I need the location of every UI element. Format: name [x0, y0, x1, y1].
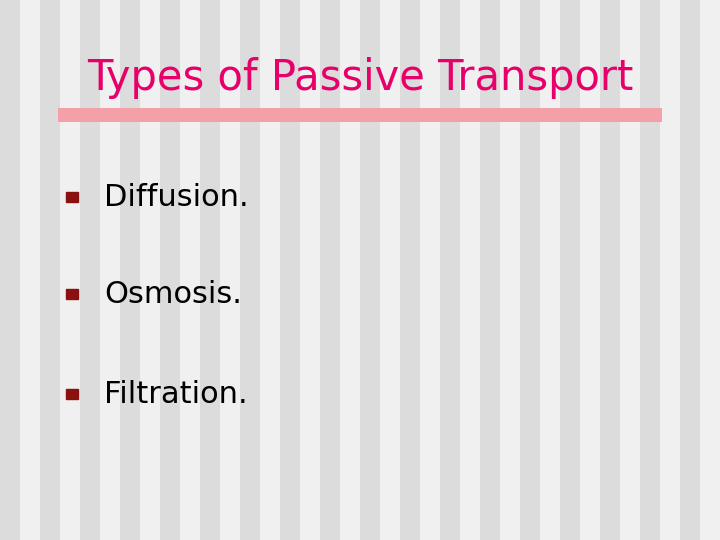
FancyBboxPatch shape — [66, 389, 78, 399]
Text: Filtration.: Filtration. — [104, 380, 248, 409]
FancyBboxPatch shape — [80, 0, 100, 540]
FancyBboxPatch shape — [66, 192, 78, 202]
FancyBboxPatch shape — [200, 0, 220, 540]
FancyBboxPatch shape — [520, 0, 540, 540]
FancyBboxPatch shape — [660, 0, 680, 540]
FancyBboxPatch shape — [240, 0, 260, 540]
FancyBboxPatch shape — [680, 0, 700, 540]
FancyBboxPatch shape — [440, 0, 460, 540]
FancyBboxPatch shape — [700, 0, 720, 540]
FancyBboxPatch shape — [320, 0, 340, 540]
FancyBboxPatch shape — [620, 0, 640, 540]
FancyBboxPatch shape — [300, 0, 320, 540]
FancyBboxPatch shape — [500, 0, 520, 540]
FancyBboxPatch shape — [0, 0, 20, 540]
FancyBboxPatch shape — [600, 0, 620, 540]
FancyBboxPatch shape — [20, 0, 40, 540]
FancyBboxPatch shape — [400, 0, 420, 540]
FancyBboxPatch shape — [380, 0, 400, 540]
Text: Osmosis.: Osmosis. — [104, 280, 242, 309]
FancyBboxPatch shape — [66, 289, 78, 299]
FancyBboxPatch shape — [580, 0, 600, 540]
FancyBboxPatch shape — [460, 0, 480, 540]
FancyBboxPatch shape — [40, 0, 60, 540]
Text: Types of Passive Transport: Types of Passive Transport — [87, 57, 633, 99]
FancyBboxPatch shape — [60, 0, 80, 540]
FancyBboxPatch shape — [280, 0, 300, 540]
Text: Diffusion.: Diffusion. — [104, 183, 249, 212]
FancyBboxPatch shape — [58, 108, 662, 122]
FancyBboxPatch shape — [560, 0, 580, 540]
FancyBboxPatch shape — [340, 0, 360, 540]
FancyBboxPatch shape — [260, 0, 280, 540]
FancyBboxPatch shape — [480, 0, 500, 540]
FancyBboxPatch shape — [180, 0, 200, 540]
FancyBboxPatch shape — [100, 0, 120, 540]
FancyBboxPatch shape — [640, 0, 660, 540]
FancyBboxPatch shape — [220, 0, 240, 540]
FancyBboxPatch shape — [160, 0, 180, 540]
FancyBboxPatch shape — [140, 0, 160, 540]
FancyBboxPatch shape — [120, 0, 140, 540]
FancyBboxPatch shape — [420, 0, 440, 540]
FancyBboxPatch shape — [540, 0, 560, 540]
FancyBboxPatch shape — [360, 0, 380, 540]
